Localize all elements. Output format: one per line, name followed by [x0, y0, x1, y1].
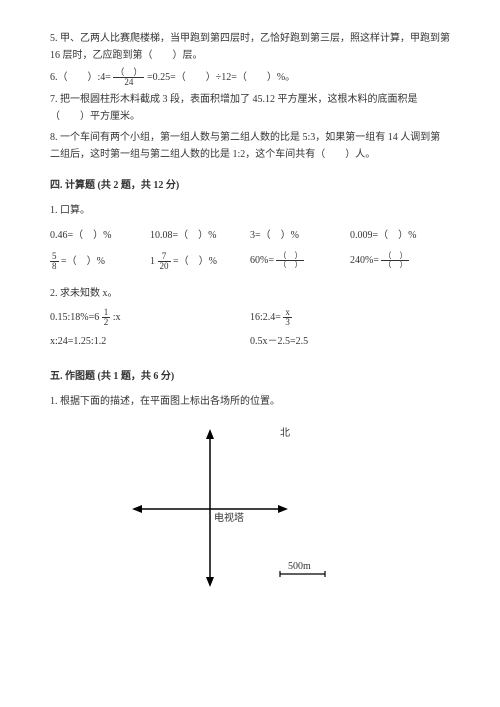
eq-row-2: x:24=1.25:1.2 0.5x－2.5=2.5 — [50, 333, 450, 350]
q6-pre: 6.（ ）:4= — [50, 72, 111, 83]
calc-r2c2-frac: 7 20 — [158, 252, 171, 271]
q6-fraction: （ ） 24 — [113, 68, 144, 87]
eq2-frac: x 3 — [283, 308, 292, 327]
calc-r2c3-den: （ ） — [276, 261, 304, 269]
eq1-post: :x — [113, 312, 121, 323]
q6-frac-den: 24 — [113, 78, 144, 87]
eq1-pre: 0.15:18%=6 — [50, 312, 99, 323]
calc-r2c1-frac: 5 8 — [50, 252, 59, 271]
eq3: x:24=1.25:1.2 — [50, 333, 250, 350]
calc-r2c4-den: （ ） — [381, 261, 409, 269]
eq1-frac: 1 2 — [102, 308, 111, 327]
north-label: 北 — [280, 427, 290, 439]
calc-r1c1: 0.46=（ ）% — [50, 227, 150, 244]
eq1-den: 2 — [102, 318, 111, 327]
eq2-pre: 16:2.4= — [250, 312, 281, 323]
tower-label: 电视塔 — [214, 511, 244, 524]
compass-diagram: 北 电视塔 500m — [120, 424, 380, 604]
calc-r2c3-frac: （ ） （ ） — [276, 252, 304, 269]
calc-r1c3: 3=（ ）% — [250, 227, 350, 244]
section-4-title: 四. 计算题 (共 2 题，共 12 分) — [50, 177, 450, 194]
question-7: 7. 把一根圆柱形木料截成 3 段，表面积增加了 45.12 平方厘米，这根木料… — [50, 91, 450, 125]
calc-row-2: 5 8 =（ ）% 1 7 20 =（ ）% 60%= （ ） （ ） 240%… — [50, 252, 450, 271]
s4-q1: 1. 口算。 — [50, 202, 450, 219]
calc-r2c4-pre: 240%= — [350, 255, 379, 266]
calc-r2c4-frac: （ ） （ ） — [381, 252, 409, 269]
calc-r2c1: 5 8 =（ ）% — [50, 252, 150, 271]
calc-r2c2-pre: 1 — [150, 256, 155, 267]
south-arrow-icon — [206, 577, 214, 587]
eq2-den: 3 — [283, 318, 292, 327]
calc-r2c2: 1 7 20 =（ ）% — [150, 252, 250, 271]
scale-label: 500m — [288, 561, 311, 572]
eq2: 16:2.4= x 3 — [250, 308, 450, 327]
question-6: 6.（ ）:4= （ ） 24 =0.25=（ ）÷12=（ ）%。 — [50, 68, 450, 87]
east-arrow-icon — [278, 505, 288, 513]
calc-r2c1-post: =（ ）% — [61, 256, 105, 267]
calc-r1c2: 10.08=（ ）% — [150, 227, 250, 244]
s5-q1: 1. 根据下面的描述，在平面图上标出各场所的位置。 — [50, 393, 450, 410]
west-arrow-icon — [132, 505, 142, 513]
eq1: 0.15:18%=6 1 2 :x — [50, 308, 250, 327]
q6-post: =0.25=（ ）÷12=（ ）%。 — [147, 72, 295, 83]
north-arrow-icon — [206, 429, 214, 439]
eq-row-1: 0.15:18%=6 1 2 :x 16:2.4= x 3 — [50, 308, 450, 327]
eq4: 0.5x－2.5=2.5 — [250, 333, 450, 350]
s4-q2: 2. 求未知数 x。 — [50, 285, 450, 302]
calc-r2c2-post: =（ ）% — [173, 256, 217, 267]
calc-r2c3-pre: 60%= — [250, 255, 274, 266]
question-5: 5. 甲、乙两人比赛爬楼梯，当甲跑到第四层时，乙恰好跑到第三层，照这样计算，甲跑… — [50, 30, 450, 64]
calc-r2c1-den: 8 — [50, 262, 59, 271]
calc-r2c4: 240%= （ ） （ ） — [350, 252, 450, 271]
calc-r2c2-den: 20 — [158, 262, 171, 271]
diagram-container: 北 电视塔 500m — [50, 424, 450, 610]
calc-row-1: 0.46=（ ）% 10.08=（ ）% 3=（ ）% 0.009=（ ）% — [50, 227, 450, 244]
section-5-title: 五. 作图题 (共 1 题，共 6 分) — [50, 368, 450, 385]
calc-r2c3: 60%= （ ） （ ） — [250, 252, 350, 271]
question-8: 8. 一个车间有两个小组，第一组人数与第二组人数的比是 5:3，如果第一组有 1… — [50, 129, 450, 163]
calc-r1c4: 0.009=（ ）% — [350, 227, 450, 244]
